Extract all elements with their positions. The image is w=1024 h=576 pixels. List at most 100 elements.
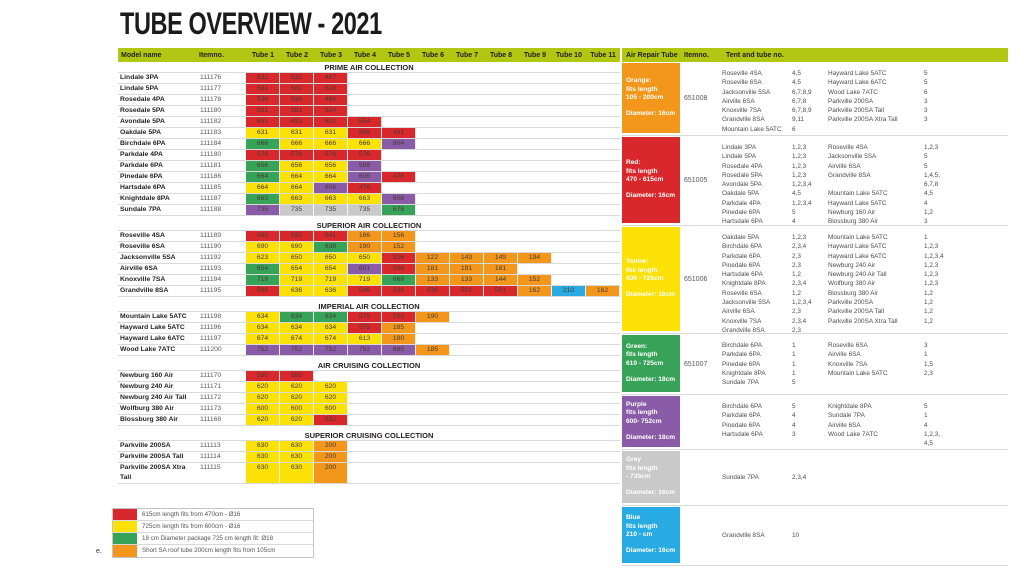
tube-cell-empty [382, 404, 416, 414]
table-row: Knoxville 7SA 111194 719 719 719 719 668 133 133… [118, 275, 620, 286]
table-row: Roseville 6SA 111190 690 690 638 190 152 [118, 242, 620, 253]
tube-cell-empty [586, 150, 620, 160]
tube-cell: 650 [348, 253, 382, 263]
itemno-cell: 111195 [200, 287, 222, 294]
tube-cell-empty [586, 106, 620, 116]
repair-entry-tent: Parkville 200SA Xtra Tall [828, 317, 898, 325]
model-name-cell: Parkdale 4PA [120, 151, 163, 158]
table-row: Roseville 4SA 111189 592 592 541 166 156 [118, 231, 620, 242]
repair-entry-tube-no: 3 [924, 116, 928, 124]
repair-entry: Hartsdale 6PA 4 [722, 217, 820, 225]
table-row: Oakdale 5PA 111183 631 631 631 569 481 [118, 128, 620, 139]
repair-entry: Oakdale 5PA 1,2,3 [722, 233, 820, 242]
repair-entry-tent: Wood Lake 7ATC [828, 430, 878, 438]
repair-entry-tube-no: 1,2 [792, 271, 801, 279]
tube-cell: 524 [314, 106, 348, 116]
repair-block-diameter: Diameter: 16cm [626, 291, 676, 299]
tube-cell: 596 [348, 286, 382, 296]
tube-cell-empty [450, 150, 484, 160]
repair-entry: Mountain Lake 5ATC 6 [722, 125, 820, 134]
tube-cell-empty [586, 345, 620, 355]
column-header-tube: Tube 6 [421, 51, 445, 59]
tube-cell: 575 [348, 312, 382, 322]
repair-entry: Hartsdale 6PA 1,2 [722, 270, 820, 279]
model-name-cell: Pinedale 6PA [120, 173, 163, 180]
repair-block-label-line: 210 - cm [626, 531, 653, 538]
repair-entry-tube-no: 2,3 [792, 326, 801, 334]
repair-entries: Roseville 4SA 4,5 Roseville 6SA 4,5 Jacksonv… [722, 69, 950, 134]
tube-cell: 162 [586, 286, 620, 296]
tube-cell-empty [586, 242, 620, 252]
repair-entry-tent: Knoxville 7SA [722, 107, 762, 115]
color-legend: 615cm length fits from 470cm - Ø16 725cm … [112, 508, 314, 558]
itemno-cell: 111197 [200, 335, 222, 342]
repair-entry: Newburg 240 Air 1,2,3 [828, 261, 950, 270]
legend-row: 615cm length fits from 470cm - Ø16 [113, 509, 313, 521]
tube-cell: 476 [382, 172, 416, 182]
repair-entry-tent: Newburg 240 Air [828, 261, 876, 269]
tube-cell-empty [586, 194, 620, 204]
repair-entry-tube-no: 2,3 [792, 261, 801, 269]
itemno-cell: 111177 [200, 85, 222, 92]
tube-cell: 638 [314, 242, 348, 252]
repair-entry-tent: Newburg 160 Air [828, 209, 876, 217]
tube-cell-empty [348, 371, 382, 381]
table-row: Mountain Lake 5ATC 111198 634 634 634 575 550 1… [118, 312, 620, 323]
tube-cell: 664 [280, 172, 314, 182]
repair-entry-tube-no: 4,5 [924, 190, 933, 198]
repair-entries: Birchdale 6PA 5 Parkdale 6PA 4 Pinedale 6PA 4… [722, 402, 950, 448]
footnote: e. [96, 548, 102, 555]
repair-entry: Parkdale 4PA 1,2,3,4 [722, 199, 820, 208]
repair-entry: Jacksonville 5SA 6,7,8,9 [722, 88, 820, 97]
itemno-cell: 111180 [200, 107, 222, 114]
model-name-cell: Lindale 3PA [120, 74, 159, 81]
tube-cell-empty [450, 231, 484, 241]
legend-color-chip [113, 545, 137, 557]
model-name-cell: Wolfburg 380 Air [120, 405, 175, 412]
repair-itemno: 651007 [684, 334, 722, 394]
repair-color-block: Grey fits length - 735cm Diameter: 16cm [622, 451, 680, 503]
repair-entry-tent: Birchdale 6PA [722, 342, 763, 349]
repair-entry: Roseville 6SA 1,2 [722, 289, 820, 298]
model-name-cell: Newburg 240 Air [120, 383, 174, 390]
repair-block-diameter: Diameter: 16cm [626, 192, 676, 200]
repair-section: Orange: fits length 105 - 200cm Diameter: 1… [622, 62, 1008, 136]
tube-cell: 664 [280, 183, 314, 193]
model-name-cell: Jacksonville 5SA [120, 254, 176, 261]
tube-cell-empty [382, 73, 416, 83]
table-row: Lindale 3PA 111176 532 532 487 [118, 73, 620, 84]
repair-entry: Avondale 5PA 1,2,3,4 [722, 180, 820, 189]
tube-cell: 600 [280, 404, 314, 414]
tube-cell: 604 [382, 139, 416, 149]
repair-block-label-line: fits length [626, 409, 658, 417]
tube-cell-empty [484, 194, 518, 204]
tube-cell-empty [484, 231, 518, 241]
tube-cell-empty [586, 393, 620, 403]
tube-cell: 541 [314, 231, 348, 241]
itemno-cell: 111170 [200, 372, 222, 379]
repair-entry: Jacksonville 5SA 1,2,3,4 [722, 298, 820, 307]
legend-label: 615cm length fits from 470cm - Ø16 [142, 511, 241, 518]
repair-entry-tent: Knoxville 7SA [828, 360, 868, 368]
table-row: Blossburg 380 Air 111168 620 620 532 [118, 415, 620, 426]
tube-cell: 190 [348, 242, 382, 252]
tube-cell-empty [518, 117, 552, 127]
tube-cell: 630 [280, 463, 314, 483]
tube-cell: 664 [246, 183, 280, 193]
table-row: Wood Lake 7ATC 111200 752 752 752 752 680 185 [118, 345, 620, 356]
repair-section: Purple fits length 600- 752cm Diameter: 18c… [622, 395, 1008, 450]
model-name-cell: Newburg 240 Air Tall [120, 394, 187, 401]
tube-cell-empty [552, 106, 586, 116]
tube-cell-empty [416, 415, 450, 425]
column-header-tube: Tube 8 [489, 51, 513, 59]
repair-itemno-value: 651008 [684, 95, 708, 102]
tube-cell-empty [586, 253, 620, 263]
tube-cell-empty [450, 73, 484, 83]
repair-entry-column: Roseville 4SA 4,5 Roseville 6SA 4,5 Jacksonv… [722, 69, 820, 134]
tube-cell-empty [416, 73, 450, 83]
model-name-cell: Parkdale 6PA [120, 162, 163, 169]
repair-entry: Parkdale 6PA 4 [722, 411, 820, 420]
model-name-cell: Knoxville 7SA [120, 276, 166, 283]
tube-cell: 133 [450, 275, 484, 285]
tube-cell: 576 [280, 150, 314, 160]
